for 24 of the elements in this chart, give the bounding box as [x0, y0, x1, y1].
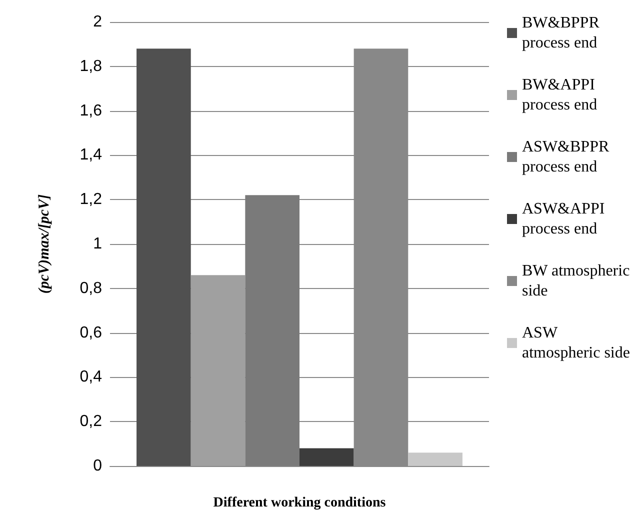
y-tick-label: 0,6 — [80, 324, 102, 342]
y-axis-title: (pcV)max/[pcV] — [36, 194, 52, 294]
legend-label: BW&APPI process end — [522, 76, 599, 114]
y-tick-label: 1,2 — [80, 191, 102, 208]
legend-label: ASW&APPI process end — [522, 200, 609, 238]
legend-label: BW atmospheric side — [522, 262, 634, 300]
y-tick-label: 0 — [93, 458, 102, 474]
y-tick-label: 0,4 — [80, 368, 102, 386]
y-tick-label: 0,2 — [80, 413, 102, 430]
y-tick-label: 2 — [93, 14, 102, 30]
bar — [136, 48, 191, 466]
bar — [300, 448, 354, 466]
y-tick-label: 1,6 — [80, 102, 102, 120]
bar — [245, 195, 300, 466]
x-axis-title: Different working conditions — [213, 496, 386, 510]
legend-label: ASW&BPPR process end — [522, 138, 614, 176]
y-tick-label: 0,8 — [80, 280, 102, 297]
y-tick-label: 1 — [93, 236, 102, 252]
legend-label: ASW atmospheric side — [522, 324, 630, 362]
y-tick-label: 1,4 — [80, 146, 102, 164]
bar — [408, 452, 462, 466]
y-tick-label: 1,8 — [80, 58, 102, 75]
legend-label: BW&BPPR process end — [522, 14, 604, 52]
bar — [190, 275, 246, 466]
